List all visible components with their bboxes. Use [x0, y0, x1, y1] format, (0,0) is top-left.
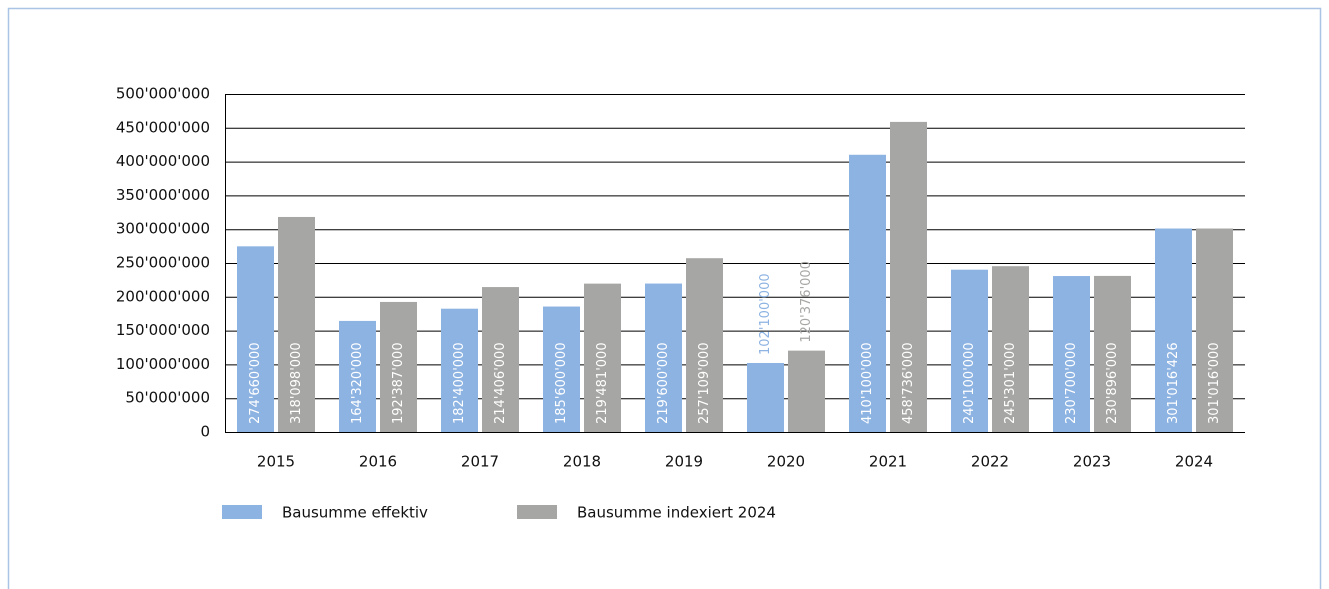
- bar: [1053, 276, 1090, 432]
- value-label: 120'376'000: [799, 261, 814, 343]
- value-label: 230'700'000: [1064, 342, 1079, 424]
- x-tick-label: 2016: [359, 453, 397, 471]
- x-tick-label: 2017: [461, 453, 499, 471]
- value-label: 301'016'000: [1207, 342, 1222, 424]
- bar: [849, 154, 886, 432]
- legend-swatch: [222, 505, 262, 519]
- x-tick-label: 2022: [971, 453, 1009, 471]
- value-label: 214'406'000: [493, 342, 508, 424]
- bar: [380, 301, 417, 432]
- value-label: 219'600'000: [656, 342, 671, 424]
- x-tick-label: 2019: [665, 453, 703, 471]
- bar: [686, 258, 723, 432]
- bar: [645, 283, 682, 432]
- bar: [890, 121, 927, 432]
- value-label: 301'016'426: [1166, 342, 1181, 424]
- bar: [747, 362, 784, 432]
- bar: [788, 350, 825, 432]
- y-tick-label: 150'000'000: [116, 321, 210, 339]
- y-tick-label: 0: [200, 423, 210, 441]
- value-label: 230'896'000: [1105, 342, 1120, 424]
- x-tick-label: 2024: [1175, 453, 1213, 471]
- bar: [441, 308, 478, 432]
- value-label: 257'109'000: [697, 342, 712, 424]
- bar: [1155, 228, 1192, 432]
- value-label: 102'100'000: [758, 273, 773, 355]
- bar: [951, 269, 988, 432]
- value-label: 219'481'000: [595, 342, 610, 424]
- y-tick-label: 300'000'000: [116, 220, 210, 238]
- x-tick-label: 2015: [257, 453, 295, 471]
- value-label: 274'660'000: [248, 342, 263, 424]
- value-label: 182'400'000: [452, 342, 467, 424]
- legend-label: Bausumme indexiert 2024: [577, 504, 776, 522]
- bar: [278, 216, 315, 432]
- value-label: 318'098'000: [289, 342, 304, 424]
- bar: [339, 320, 376, 432]
- y-tick-label: 450'000'000: [116, 118, 210, 136]
- y-tick-label: 400'000'000: [116, 152, 210, 170]
- bar: [237, 246, 274, 432]
- bar: [584, 283, 621, 432]
- legend-swatch: [517, 505, 557, 519]
- y-tick-label: 350'000'000: [116, 186, 210, 204]
- value-label: 185'600'000: [554, 342, 569, 424]
- bar: [992, 266, 1029, 432]
- bar: [1196, 228, 1233, 432]
- value-label: 192'387'000: [391, 342, 406, 424]
- value-label: 164'320'000: [350, 342, 365, 424]
- legend-label: Bausumme effektiv: [282, 504, 428, 522]
- x-tick-label: 2021: [869, 453, 907, 471]
- frame: [7, 7, 1322, 589]
- value-label: 245'301'000: [1003, 342, 1018, 424]
- bar: [482, 287, 519, 432]
- y-tick-label: 250'000'000: [116, 254, 210, 272]
- bar: [1094, 275, 1131, 432]
- value-label: 410'100'000: [860, 342, 875, 424]
- value-label: 458'736'000: [901, 342, 916, 424]
- y-tick-label: 50'000'000: [125, 389, 210, 407]
- x-tick-label: 2020: [767, 453, 805, 471]
- y-tick-label: 200'000'000: [116, 287, 210, 305]
- value-label: 240'100'000: [962, 342, 977, 424]
- x-tick-label: 2018: [563, 453, 601, 471]
- y-tick-label: 100'000'000: [116, 355, 210, 373]
- y-tick-label: 500'000'000: [116, 85, 210, 103]
- x-tick-label: 2023: [1073, 453, 1111, 471]
- bar: [543, 306, 580, 432]
